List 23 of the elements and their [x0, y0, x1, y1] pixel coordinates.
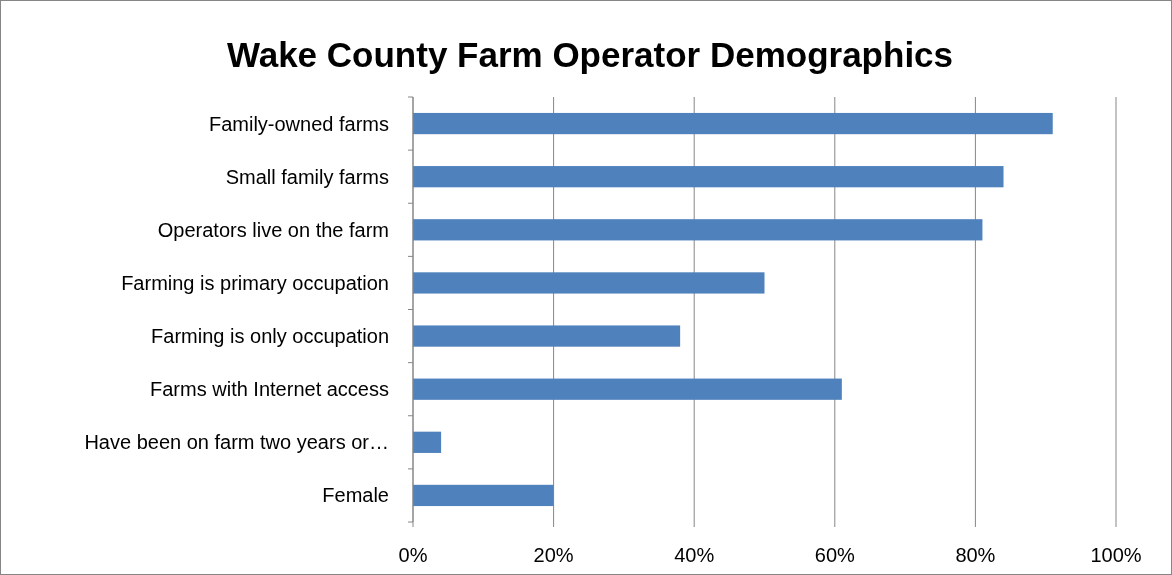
y-tick-label: Small family farms — [225, 165, 389, 188]
bar — [413, 219, 983, 241]
bar — [413, 484, 554, 507]
y-tick-label: Farms with Internet access — [150, 378, 389, 401]
y-tick-label: Female — [322, 484, 389, 507]
bar — [413, 166, 1004, 188]
bar — [413, 431, 442, 453]
x-tick-label: 20% — [533, 544, 574, 566]
x-tick-label: 0% — [398, 544, 428, 566]
y-tick-label: Have been on farm two years or… — [84, 431, 389, 454]
x-tick-label: 80% — [955, 544, 996, 566]
bar — [413, 112, 1053, 135]
x-tick-label: 40% — [674, 544, 715, 566]
y-tick-label: Farming is only occupation — [151, 325, 389, 348]
bar — [413, 378, 842, 400]
bar — [413, 272, 765, 294]
x-tick-label: 100% — [1090, 544, 1142, 566]
bar — [413, 325, 681, 347]
y-tick-label: Family-owned farms — [208, 112, 389, 135]
chart-title: Wake County Farm Operator Demographics — [226, 35, 954, 74]
y-tick-label: Operators live on the farm — [157, 218, 389, 241]
y-tick-label: Farming is primary occupation — [121, 271, 389, 294]
x-tick-label: 60% — [814, 544, 856, 566]
